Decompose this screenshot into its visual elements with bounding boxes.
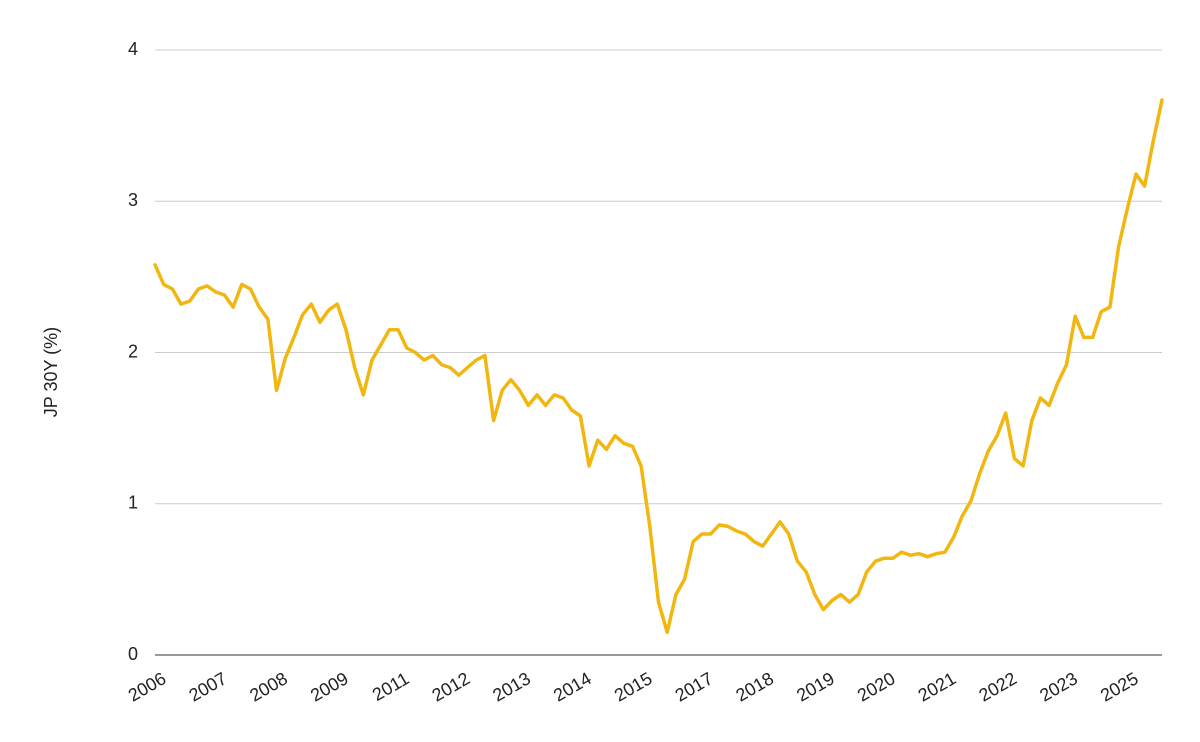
y-tick-label: 0 [128, 644, 138, 664]
data-line [153, 98, 1164, 635]
y-tick-label: 1 [128, 493, 138, 513]
x-tick-label: 2007 [185, 668, 230, 705]
x-tick-label: 2008 [246, 668, 291, 705]
x-tick-label: 2013 [489, 668, 534, 705]
x-tick-label: 2012 [429, 668, 474, 705]
x-tick-label: 2017 [672, 668, 717, 705]
x-tick-label: 2019 [793, 668, 838, 705]
x-tick-label: 2011 [369, 668, 413, 705]
x-tick-label: 2023 [1036, 668, 1081, 705]
x-tick-label: 2006 [125, 668, 170, 705]
x-tick-label: 2009 [307, 668, 352, 705]
y-tick-label: 2 [128, 341, 138, 361]
x-tick-label: 2018 [732, 668, 777, 705]
y-tick-label: 4 [128, 39, 138, 59]
y-tick-label: 3 [128, 190, 138, 210]
x-tick-label: 2014 [550, 668, 595, 705]
y-axis-title: JP 30Y (%) [41, 327, 61, 417]
x-tick-label: 2025 [1097, 668, 1142, 705]
x-tick-label: 2020 [854, 668, 899, 705]
x-tick-label: 2015 [611, 668, 656, 705]
x-tick-label: 2022 [975, 668, 1020, 705]
x-tick-label: 2021 [915, 668, 960, 705]
